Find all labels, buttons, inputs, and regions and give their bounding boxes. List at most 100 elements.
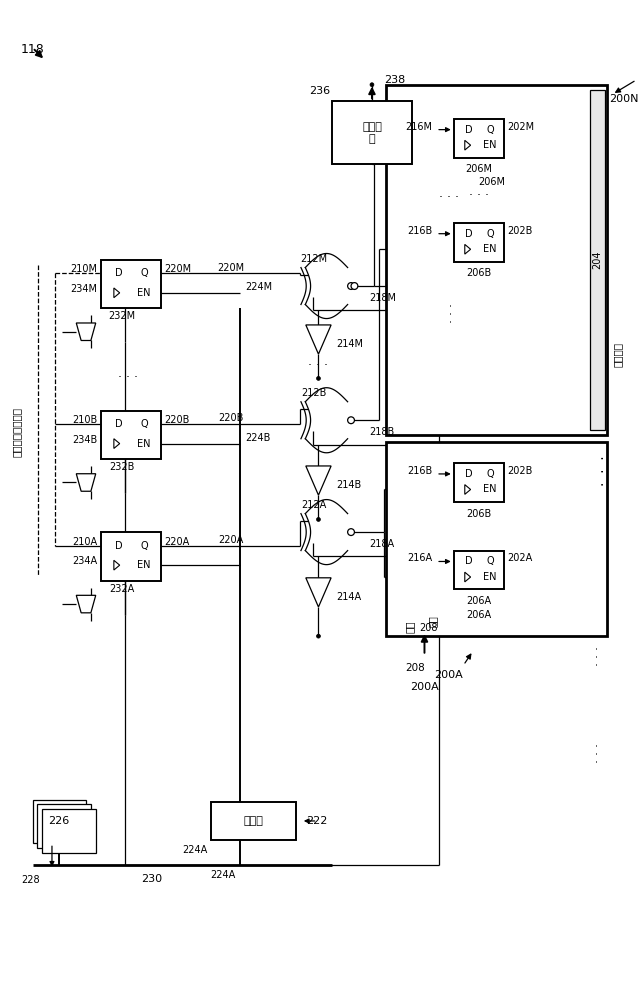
Text: 220B: 220B [218, 413, 243, 423]
Text: . . .: . . . [118, 367, 138, 380]
Polygon shape [465, 140, 471, 150]
Text: 200A: 200A [435, 670, 463, 680]
Text: 202M: 202M [507, 122, 534, 132]
Bar [33, 800, 86, 843]
Text: Q: Q [486, 125, 494, 135]
Text: 212A: 212A [301, 500, 326, 510]
Bar [386, 85, 607, 435]
Text: 206M: 206M [465, 164, 492, 174]
Text: 218B: 218B [369, 427, 394, 437]
Text: 220A: 220A [218, 535, 243, 545]
Text: 用于可变模式长度: 用于可变模式长度 [12, 407, 22, 457]
Text: . . .: . . . [308, 355, 329, 368]
Text: Q: Q [140, 541, 148, 551]
Polygon shape [76, 595, 96, 613]
Polygon shape [76, 474, 96, 491]
Polygon shape [114, 288, 119, 298]
Bar [101, 411, 161, 459]
Text: 202B: 202B [507, 226, 532, 236]
Text: 206M: 206M [479, 177, 506, 187]
Text: . . .: . . . [469, 185, 489, 198]
Text: 202B: 202B [507, 466, 532, 476]
Text: D: D [465, 125, 473, 135]
Text: EN: EN [483, 140, 497, 150]
Text: Q: Q [486, 229, 494, 239]
Text: 200A: 200A [410, 682, 439, 692]
Text: EN: EN [483, 572, 497, 582]
Polygon shape [114, 560, 119, 570]
Text: . . .: . . . [442, 303, 455, 323]
Text: 218A: 218A [369, 539, 394, 549]
Text: 触发设
备: 触发设 备 [362, 122, 382, 144]
Text: 214A: 214A [336, 592, 361, 602]
Text: 210A: 210A [73, 537, 98, 547]
Text: 234M: 234M [71, 284, 98, 294]
Text: 232M: 232M [108, 311, 135, 321]
Text: . . .: . . . [438, 187, 459, 200]
Text: 234A: 234A [73, 556, 98, 566]
Polygon shape [465, 244, 471, 254]
Polygon shape [465, 572, 471, 582]
Circle shape [347, 417, 354, 424]
Text: 230: 230 [142, 874, 162, 884]
Text: 220M: 220M [217, 263, 244, 273]
Text: 208: 208 [405, 663, 424, 673]
Text: EN: EN [483, 244, 497, 254]
Text: D: D [115, 541, 123, 551]
Text: 212M: 212M [300, 254, 327, 264]
Text: 236: 236 [309, 86, 330, 96]
Text: 采样时钟: 采样时钟 [613, 342, 623, 367]
Text: 214B: 214B [336, 480, 361, 490]
Text: Q: Q [140, 268, 148, 278]
Bar [101, 260, 161, 308]
Text: 208: 208 [420, 623, 438, 633]
Text: EN: EN [137, 288, 151, 298]
Text: 222: 222 [306, 816, 327, 826]
Text: 数据: 数据 [405, 620, 415, 633]
Text: 232A: 232A [109, 584, 134, 594]
Text: 216M: 216M [405, 122, 432, 132]
Text: Q: Q [486, 556, 494, 566]
Bar [42, 809, 96, 853]
Text: . . .: . . . [588, 646, 601, 666]
Text: 206B: 206B [466, 509, 492, 519]
Circle shape [317, 518, 320, 521]
Text: 210B: 210B [73, 415, 98, 425]
Polygon shape [465, 485, 471, 494]
Text: 200N: 200N [609, 94, 639, 104]
Text: D: D [115, 268, 123, 278]
Bar [101, 532, 161, 581]
Text: 118: 118 [21, 43, 44, 56]
Text: 位时钟: 位时钟 [243, 816, 263, 826]
Text: EN: EN [483, 484, 497, 494]
Circle shape [317, 376, 320, 380]
Bar [332, 101, 412, 164]
Polygon shape [114, 439, 119, 448]
Text: EN: EN [137, 439, 151, 449]
Text: . . .: . . . [588, 743, 601, 763]
Text: D: D [115, 419, 123, 429]
Bar [454, 119, 504, 158]
Text: EN: EN [137, 560, 151, 570]
Text: 234B: 234B [73, 435, 98, 445]
Text: 206B: 206B [466, 268, 492, 278]
Text: 214M: 214M [336, 339, 363, 349]
Text: 220B: 220B [164, 415, 189, 425]
Text: 数据: 数据 [428, 616, 437, 627]
Text: D: D [465, 469, 473, 479]
Circle shape [370, 83, 374, 87]
Bar [37, 804, 91, 848]
Text: 224M: 224M [245, 282, 272, 292]
Text: 224A: 224A [211, 870, 236, 880]
Text: D: D [465, 229, 473, 239]
Text: 224A: 224A [182, 845, 207, 855]
Polygon shape [306, 325, 331, 354]
Circle shape [347, 283, 354, 289]
Text: 232B: 232B [109, 462, 134, 472]
Text: 218M: 218M [369, 293, 396, 303]
Text: 216B: 216B [407, 466, 432, 476]
Text: 206A: 206A [466, 596, 492, 606]
Text: 228: 228 [22, 875, 40, 885]
Text: 204: 204 [593, 251, 603, 269]
Circle shape [347, 529, 354, 536]
